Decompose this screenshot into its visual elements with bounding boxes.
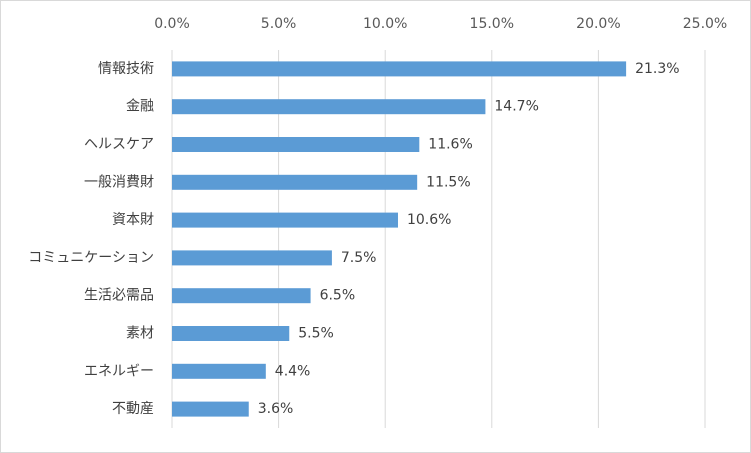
data-label: 6.5% bbox=[320, 288, 356, 304]
data-label: 7.5% bbox=[341, 250, 377, 266]
bar-9 bbox=[172, 363, 266, 379]
bar-6 bbox=[172, 250, 332, 266]
data-label: 11.5% bbox=[426, 174, 470, 190]
x-tick-label: 25.0% bbox=[683, 16, 727, 32]
category-label: ヘルスケア bbox=[84, 137, 154, 153]
bar-7 bbox=[172, 288, 311, 304]
bar-3 bbox=[172, 137, 420, 152]
category-label: コミュニケーション bbox=[28, 250, 154, 266]
data-label: 4.4% bbox=[275, 363, 311, 379]
category-label: エネルギー bbox=[84, 363, 154, 379]
category-label: 素材 bbox=[126, 326, 154, 342]
x-tick-label: 20.0% bbox=[576, 16, 620, 32]
category-label: 一般消費財 bbox=[84, 174, 154, 190]
bar-4 bbox=[172, 174, 418, 190]
category-label: 資本財 bbox=[112, 212, 154, 228]
category-labels: 情報技術金融ヘルスケア一般消費財資本財コミュニケーション生活必需品素材エネルギー… bbox=[28, 61, 154, 417]
category-label: 金融 bbox=[126, 99, 154, 115]
data-label: 3.6% bbox=[258, 401, 294, 417]
bar-10 bbox=[172, 401, 249, 417]
category-label: 情報技術 bbox=[98, 61, 154, 77]
x-tick-label: 5.0% bbox=[261, 16, 297, 32]
data-label: 14.7% bbox=[494, 99, 538, 115]
data-label: 5.5% bbox=[298, 326, 334, 342]
data-label: 21.3% bbox=[635, 61, 679, 77]
bars bbox=[172, 61, 627, 417]
bar-2 bbox=[172, 99, 486, 115]
bar-5 bbox=[172, 212, 398, 228]
bar-8 bbox=[172, 326, 290, 341]
x-tick-label: 10.0% bbox=[363, 16, 407, 32]
category-label: 不動産 bbox=[112, 401, 154, 417]
data-label: 10.6% bbox=[407, 212, 451, 228]
category-label: 生活必需品 bbox=[84, 288, 154, 304]
x-axis-ticks: 0.0% 5.0% 10.0% 15.0% 20.0% 25.0% bbox=[154, 16, 727, 32]
data-label: 11.6% bbox=[428, 137, 472, 153]
x-tick-label: 15.0% bbox=[470, 16, 514, 32]
data-labels: 21.3% 14.7% 11.6% 11.5% 10.6% 7.5% 6.5% 5.5% 4.4… bbox=[258, 61, 680, 417]
bar-1 bbox=[172, 61, 627, 77]
x-tick-label: 0.0% bbox=[154, 16, 190, 32]
